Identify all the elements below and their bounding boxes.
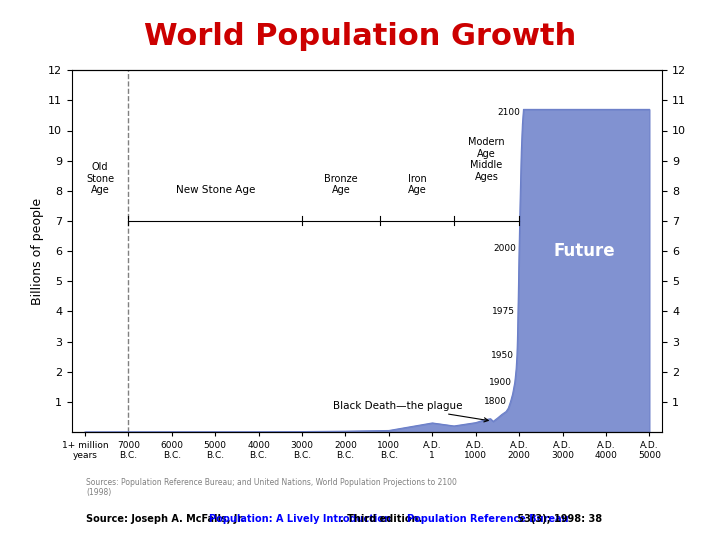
Text: Source: Joseph A. McFalls, Jr. Population: A Lively Introduction. Third edition.: Source: Joseph A. McFalls, Jr. Populatio…	[86, 514, 720, 524]
Text: Bronze
Age: Bronze Age	[324, 174, 358, 195]
Y-axis label: Billions of people: Billions of people	[31, 198, 44, 305]
Text: Source: Joseph A. McFalls, Jr.: Source: Joseph A. McFalls, Jr.	[86, 514, 248, 524]
Text: Population Reference Bureau: Population Reference Bureau	[408, 514, 569, 524]
Text: 2000: 2000	[493, 244, 516, 253]
Text: 1800: 1800	[485, 397, 508, 406]
Text: 53(3); 1998: 38: 53(3); 1998: 38	[514, 514, 602, 524]
Text: . Third edition.: . Third edition.	[340, 514, 426, 524]
Text: Old
Stone
Age: Old Stone Age	[86, 162, 114, 195]
Text: Future: Future	[554, 242, 615, 260]
Text: Iron
Age: Iron Age	[408, 174, 426, 195]
Text: New Stone Age: New Stone Age	[176, 185, 255, 195]
Text: 2100: 2100	[498, 108, 521, 117]
Text: World Population Growth: World Population Growth	[144, 22, 576, 51]
Text: Sources: Population Reference Bureau; and United Nations, World Population Proje: Sources: Population Reference Bureau; an…	[86, 478, 457, 497]
Text: Population: A Lively Introduction: Population: A Lively Introduction	[209, 514, 391, 524]
Text: Modern
Age
Middle
Ages: Modern Age Middle Ages	[468, 137, 505, 182]
Text: 1950: 1950	[491, 350, 514, 360]
Text: Black Death—the plague: Black Death—the plague	[333, 401, 488, 422]
Text: 1975: 1975	[492, 307, 515, 316]
Text: 1900: 1900	[489, 378, 512, 387]
